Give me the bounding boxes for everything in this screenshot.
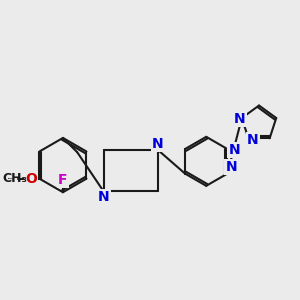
- Text: CH₃: CH₃: [3, 172, 28, 185]
- Text: O: O: [25, 172, 37, 186]
- Text: N: N: [98, 190, 109, 204]
- Text: N: N: [234, 112, 246, 126]
- Text: N: N: [152, 137, 164, 151]
- Text: N: N: [228, 143, 240, 157]
- Text: N: N: [225, 160, 237, 174]
- Text: N: N: [247, 133, 259, 147]
- Text: F: F: [58, 173, 68, 187]
- Text: methoxy: methoxy: [8, 178, 15, 179]
